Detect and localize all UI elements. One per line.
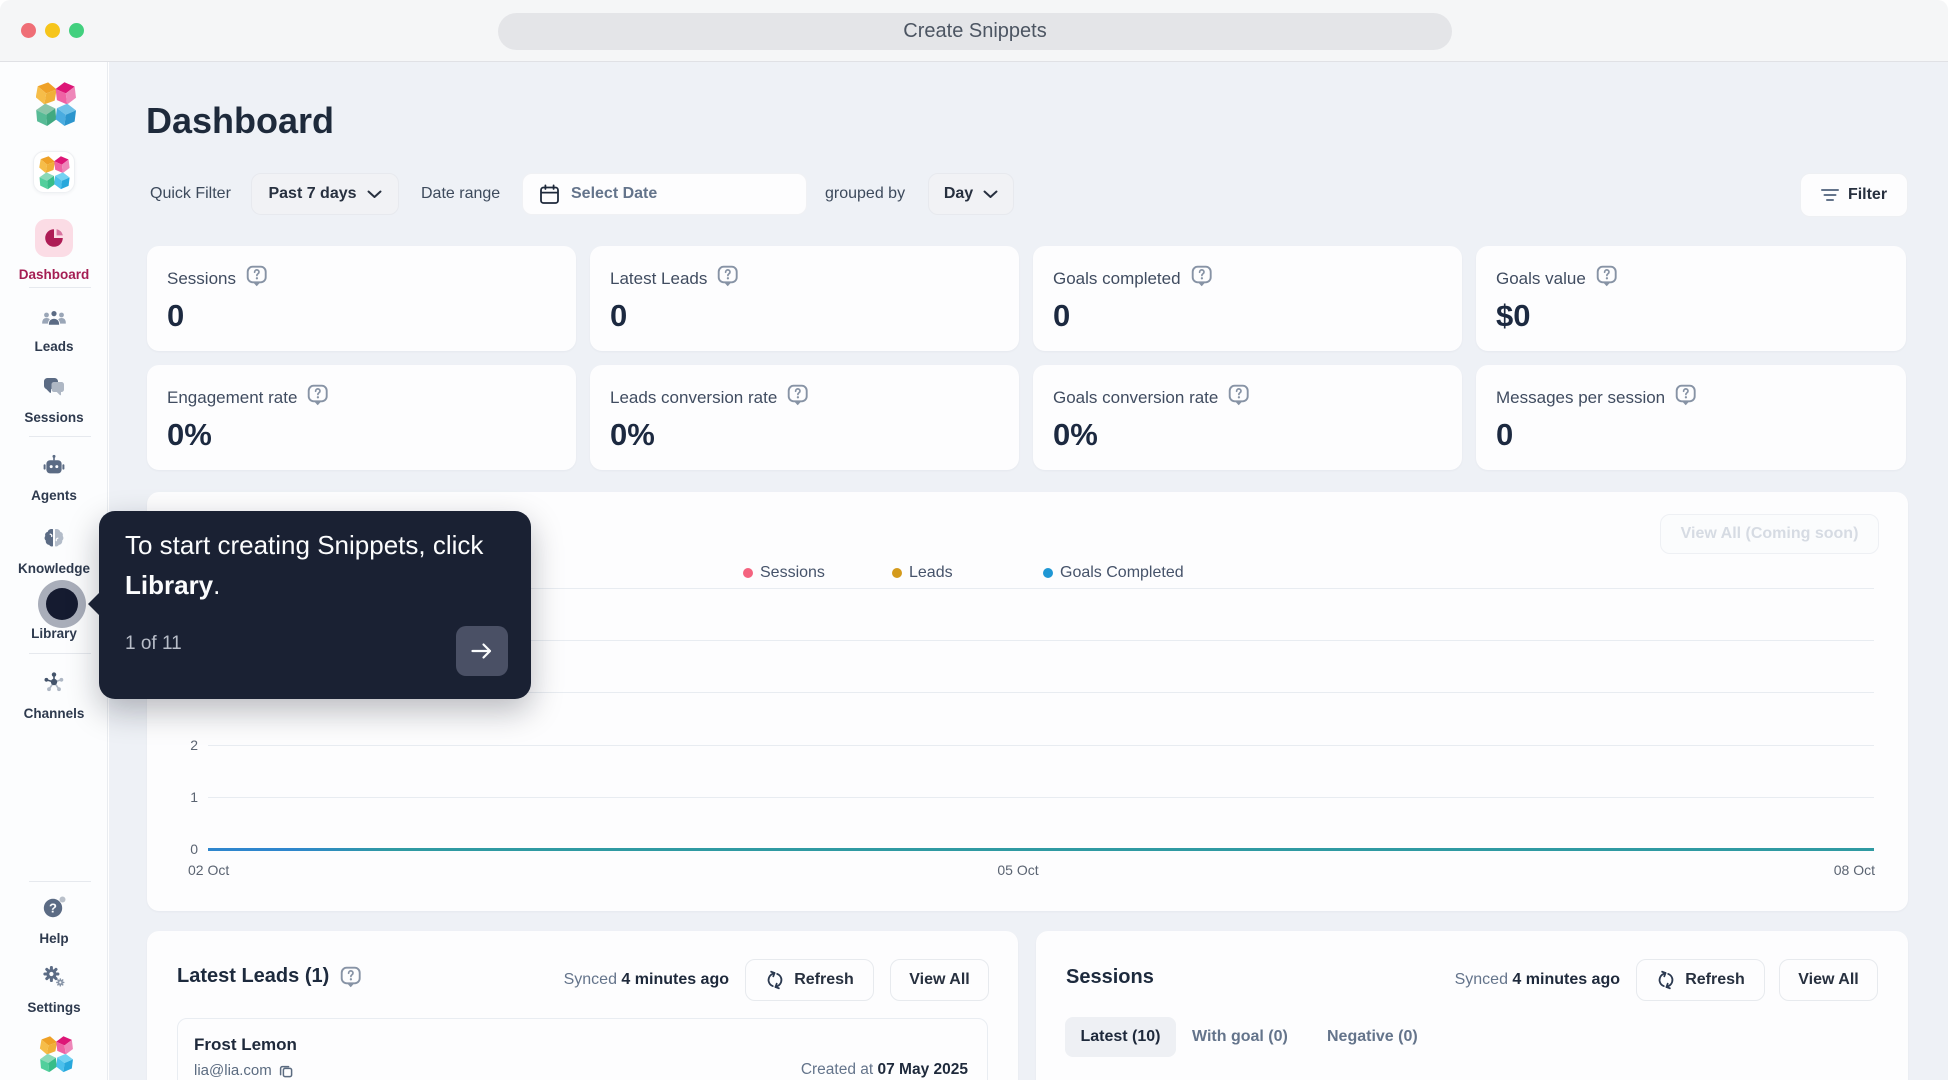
svg-text:?: ? — [49, 901, 57, 916]
